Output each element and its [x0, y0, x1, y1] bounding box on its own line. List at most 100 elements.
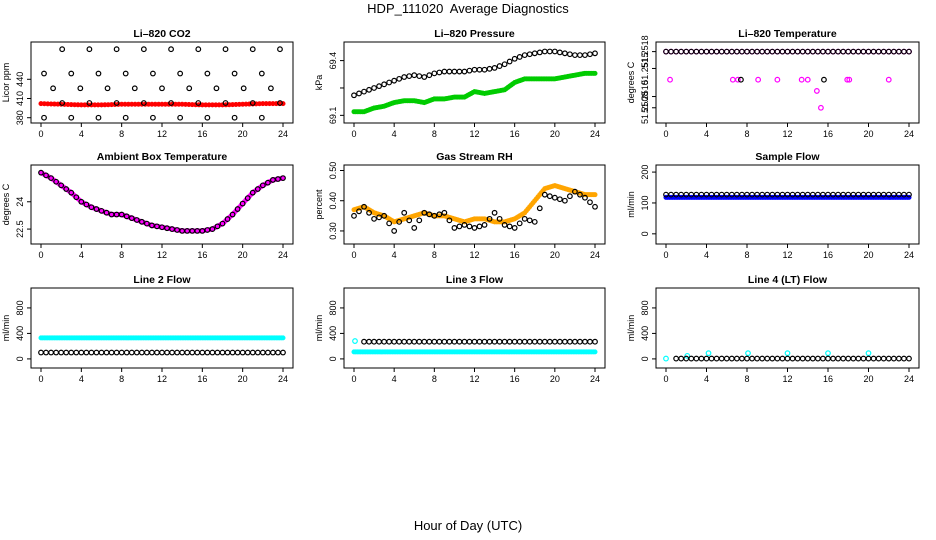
data-point: [195, 46, 202, 53]
data-point: [73, 194, 80, 201]
data-point: [496, 215, 503, 222]
data-point: [713, 48, 720, 55]
data-point: [209, 226, 216, 232]
data-point: [830, 48, 836, 55]
data-point: [885, 76, 892, 83]
data-point: [249, 349, 256, 356]
data-point: [219, 220, 226, 227]
data-point: [441, 68, 448, 75]
data-point: [521, 52, 528, 59]
data-point: [451, 225, 458, 231]
data-point: [104, 85, 111, 92]
data-point: [214, 223, 221, 230]
data-point: [865, 355, 872, 362]
data-point: [456, 223, 463, 230]
data-point: [850, 355, 857, 362]
data-point: [41, 114, 47, 121]
data-point: [486, 338, 493, 345]
data-point: [501, 61, 508, 68]
data-point: [587, 51, 593, 58]
plot-frame: [343, 287, 606, 369]
data-point: [764, 48, 771, 55]
data-point: [769, 48, 776, 55]
data-point: [572, 188, 578, 195]
data-point: [501, 338, 508, 345]
data-point: [728, 48, 735, 55]
panel-4: Ambient Box Temperature degrees C 0 4 8 12 16 2…: [1, 151, 294, 260]
data-point: [561, 197, 568, 204]
data-point: [138, 218, 145, 225]
data-point: [754, 48, 761, 55]
x-tick-label: 16: [510, 374, 520, 384]
y-axis-label: ml/min: [314, 315, 324, 342]
data-point: [496, 63, 503, 69]
y-tick-label: 0.50: [328, 162, 338, 180]
data-point: [798, 76, 805, 83]
x-tick-label: 20: [550, 129, 560, 139]
data-point: [122, 114, 129, 121]
data-point: [516, 220, 523, 227]
data-point: [703, 48, 710, 55]
data-point: [224, 216, 231, 222]
data-point: [511, 55, 518, 62]
data-point: [441, 338, 448, 345]
data-point: [521, 215, 528, 222]
data-point: [123, 349, 130, 356]
data-point: [476, 223, 483, 230]
data-point: [728, 355, 735, 362]
series-cyan: [663, 350, 872, 362]
data-point: [277, 100, 283, 106]
panel-6: Sample Flow ml/min 0 4 8 12 16 20 24 0 100 200: [626, 151, 920, 260]
panel-title: Li–820 CO2: [133, 28, 190, 40]
data-point: [426, 72, 433, 79]
x-tick-label: 4: [704, 129, 709, 139]
plot-frame: [343, 164, 606, 245]
x-tick-label: 0: [38, 374, 43, 384]
x-tick-label: 4: [392, 374, 397, 384]
data-point: [577, 52, 583, 59]
x-tick-label: 24: [590, 129, 600, 139]
y-tick-label: 200: [640, 165, 650, 180]
data-point: [870, 355, 877, 362]
data-point: [401, 209, 408, 216]
data-point: [885, 48, 892, 55]
data-point: [431, 70, 438, 77]
data-point: [476, 66, 483, 73]
data-point: [213, 85, 220, 92]
data-point: [258, 70, 265, 77]
data-point: [275, 349, 281, 356]
y-tick-label: 380: [15, 110, 25, 125]
data-point: [906, 191, 912, 198]
data-point: [98, 349, 105, 356]
data-point: [688, 355, 695, 362]
data-point: [734, 76, 741, 83]
data-point: [794, 355, 801, 362]
data-point: [698, 355, 705, 362]
data-point: [164, 349, 170, 356]
data-point: [759, 355, 766, 362]
x-tick-label: 4: [704, 374, 709, 384]
data-point: [821, 76, 827, 83]
data-point: [446, 68, 453, 75]
data-point: [577, 338, 583, 345]
data-point: [865, 48, 872, 55]
data-point: [566, 338, 573, 345]
x-tick-label: 4: [392, 129, 397, 139]
data-point: [769, 355, 776, 362]
x-tick-label: 4: [704, 250, 709, 260]
x-tick-label: 24: [590, 374, 600, 384]
data-point: [577, 191, 583, 198]
data-point: [83, 201, 90, 208]
data-point: [461, 68, 468, 75]
data-point: [885, 355, 892, 362]
data-point: [280, 349, 286, 356]
x-tick-label: 0: [351, 129, 356, 139]
data-point: [486, 215, 493, 222]
data-point: [411, 225, 418, 231]
data-point: [229, 349, 236, 356]
data-point: [713, 355, 720, 362]
data-point: [381, 81, 388, 88]
data-point: [204, 70, 211, 77]
x-tick-label: 12: [469, 129, 479, 139]
series-black: [663, 191, 912, 198]
